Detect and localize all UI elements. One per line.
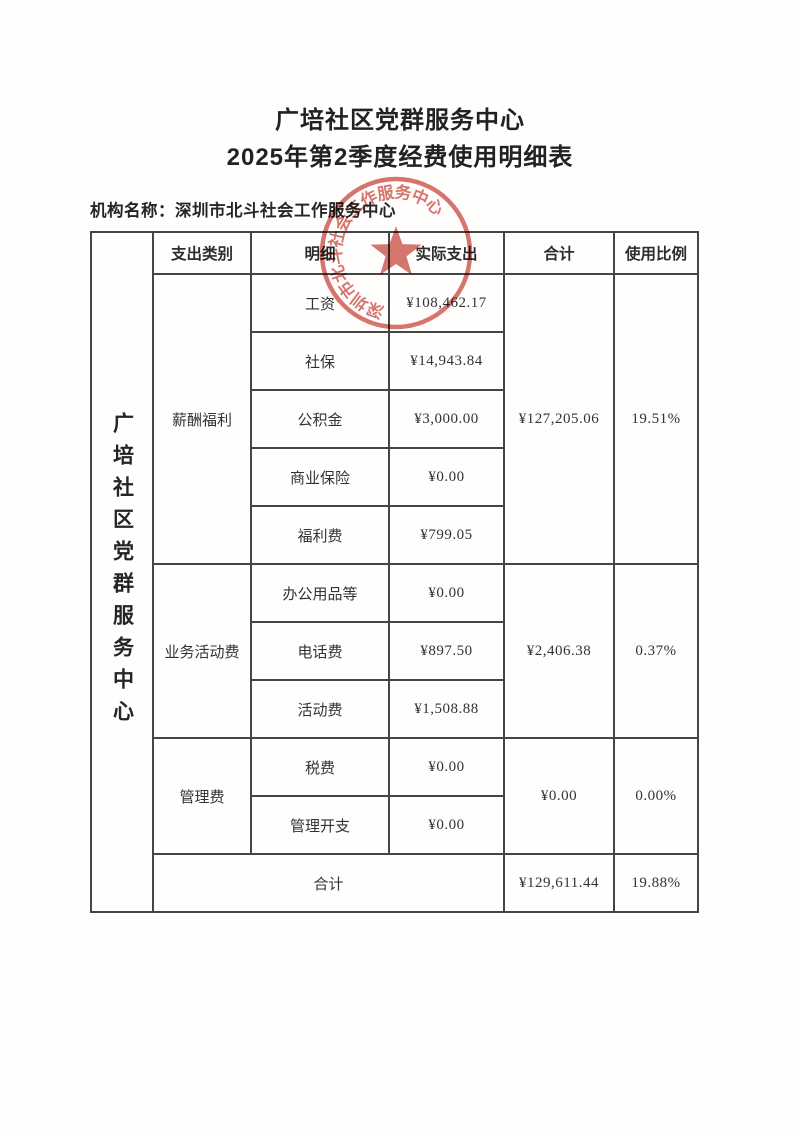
amount-cell: ¥0.00 xyxy=(388,795,505,855)
col-header-subtotal: 合计 xyxy=(503,231,615,275)
amount-cell: ¥0.00 xyxy=(388,447,505,507)
category-cell: 业务活动费 xyxy=(152,563,252,739)
category-cell: 管理费 xyxy=(152,737,252,855)
table-row: 商业保险 ¥0.00 xyxy=(91,447,698,507)
org-name-line: 机构名称：深圳市北斗社会工作服务中心 xyxy=(90,197,396,221)
table-row: 业务活动费 办公用品等 ¥0.00 ¥2,406.38 0.37% xyxy=(91,563,699,739)
page-subtitle: 2025年第2季度经费使用明细表 xyxy=(226,144,574,171)
amount-cell: ¥897.50 xyxy=(388,621,505,681)
col-header-actual: 实际支出 xyxy=(388,231,505,275)
amount-cell: ¥3,000.00 xyxy=(388,389,505,449)
ratio-cell: 19.51% xyxy=(613,273,699,565)
table-row: 薪酬福利 工资 ¥108,462.17 ¥127,205.06 19.51% xyxy=(91,273,699,565)
table-row: 社保 ¥14,943.84 xyxy=(91,331,698,391)
item-name-cell: 福利费 xyxy=(250,505,390,565)
category-cell: 薪酬福利 xyxy=(152,273,252,565)
table-row: 管理费 税费 ¥0.00 ¥0.00 0.00% xyxy=(91,737,699,855)
item-name-cell: 管理开支 xyxy=(250,795,390,855)
item-name-cell: 公积金 xyxy=(250,389,390,449)
org-name-value: 深圳市北斗社会工作服务中心 xyxy=(175,202,396,220)
vertical-title-cell: 广培社区党群服务中心 xyxy=(90,231,154,913)
total-ratio-cell: 19.88% xyxy=(613,853,699,913)
total-label-cell: 合计 xyxy=(152,853,505,913)
col-header-ratio: 使用比例 xyxy=(613,231,699,275)
table-row: 活动费 ¥1,508.88 xyxy=(91,679,698,739)
ratio-cell: 0.00% xyxy=(613,737,699,855)
svg-text:心: 心 xyxy=(422,194,447,219)
table-row: 公积金 ¥3,000.00 xyxy=(91,389,698,449)
expense-table: 广培社区党群服务中心 支出类别 明细 实际支出 合计 使用比例 薪酬福利 工资 … xyxy=(90,231,699,913)
total-amount-cell: ¥129,611.44 xyxy=(503,853,615,913)
ratio-cell: 0.37% xyxy=(613,563,699,739)
amount-cell: ¥108,462.17 xyxy=(388,273,505,333)
subtotal-cell: ¥0.00 xyxy=(503,737,615,855)
svg-text:中: 中 xyxy=(409,185,432,210)
item-name-cell: 社保 xyxy=(250,331,390,391)
item-name-cell: 电话费 xyxy=(250,621,390,681)
amount-cell: ¥799.05 xyxy=(388,505,505,565)
item-name-cell: 商业保险 xyxy=(250,447,390,507)
table-row: 电话费 ¥897.50 xyxy=(91,621,698,681)
page-title: 广培社区党群服务中心 xyxy=(275,107,525,134)
amount-cell: ¥0.00 xyxy=(388,563,505,623)
table-total-row: 合计 ¥129,611.44 19.88% xyxy=(91,853,699,913)
table-header-row: 广培社区党群服务中心 支出类别 明细 实际支出 合计 使用比例 xyxy=(90,231,699,913)
subtotal-cell: ¥127,205.06 xyxy=(503,273,615,565)
amount-cell: ¥14,943.84 xyxy=(388,331,505,391)
item-name-cell: 办公用品等 xyxy=(250,563,390,623)
vertical-org-title: 广培社区党群服务中心 xyxy=(110,412,134,732)
item-name-cell: 工资 xyxy=(250,273,390,333)
org-name-label: 机构名称： xyxy=(90,202,175,220)
col-header-detail: 明细 xyxy=(250,231,390,275)
svg-text:务: 务 xyxy=(394,182,413,204)
amount-cell: ¥1,508.88 xyxy=(388,679,505,739)
amount-cell: ¥0.00 xyxy=(388,737,505,797)
item-name-cell: 税费 xyxy=(250,737,390,797)
table-row: 福利费 ¥799.05 xyxy=(91,505,698,565)
document-title-block: 广培社区党群服务中心 2025年第2季度经费使用明细表 xyxy=(0,102,800,176)
table-row: 管理开支 ¥0.00 xyxy=(91,795,698,855)
col-header-category: 支出类别 xyxy=(152,231,252,275)
subtotal-cell: ¥2,406.38 xyxy=(503,563,615,739)
item-name-cell: 活动费 xyxy=(250,679,390,739)
